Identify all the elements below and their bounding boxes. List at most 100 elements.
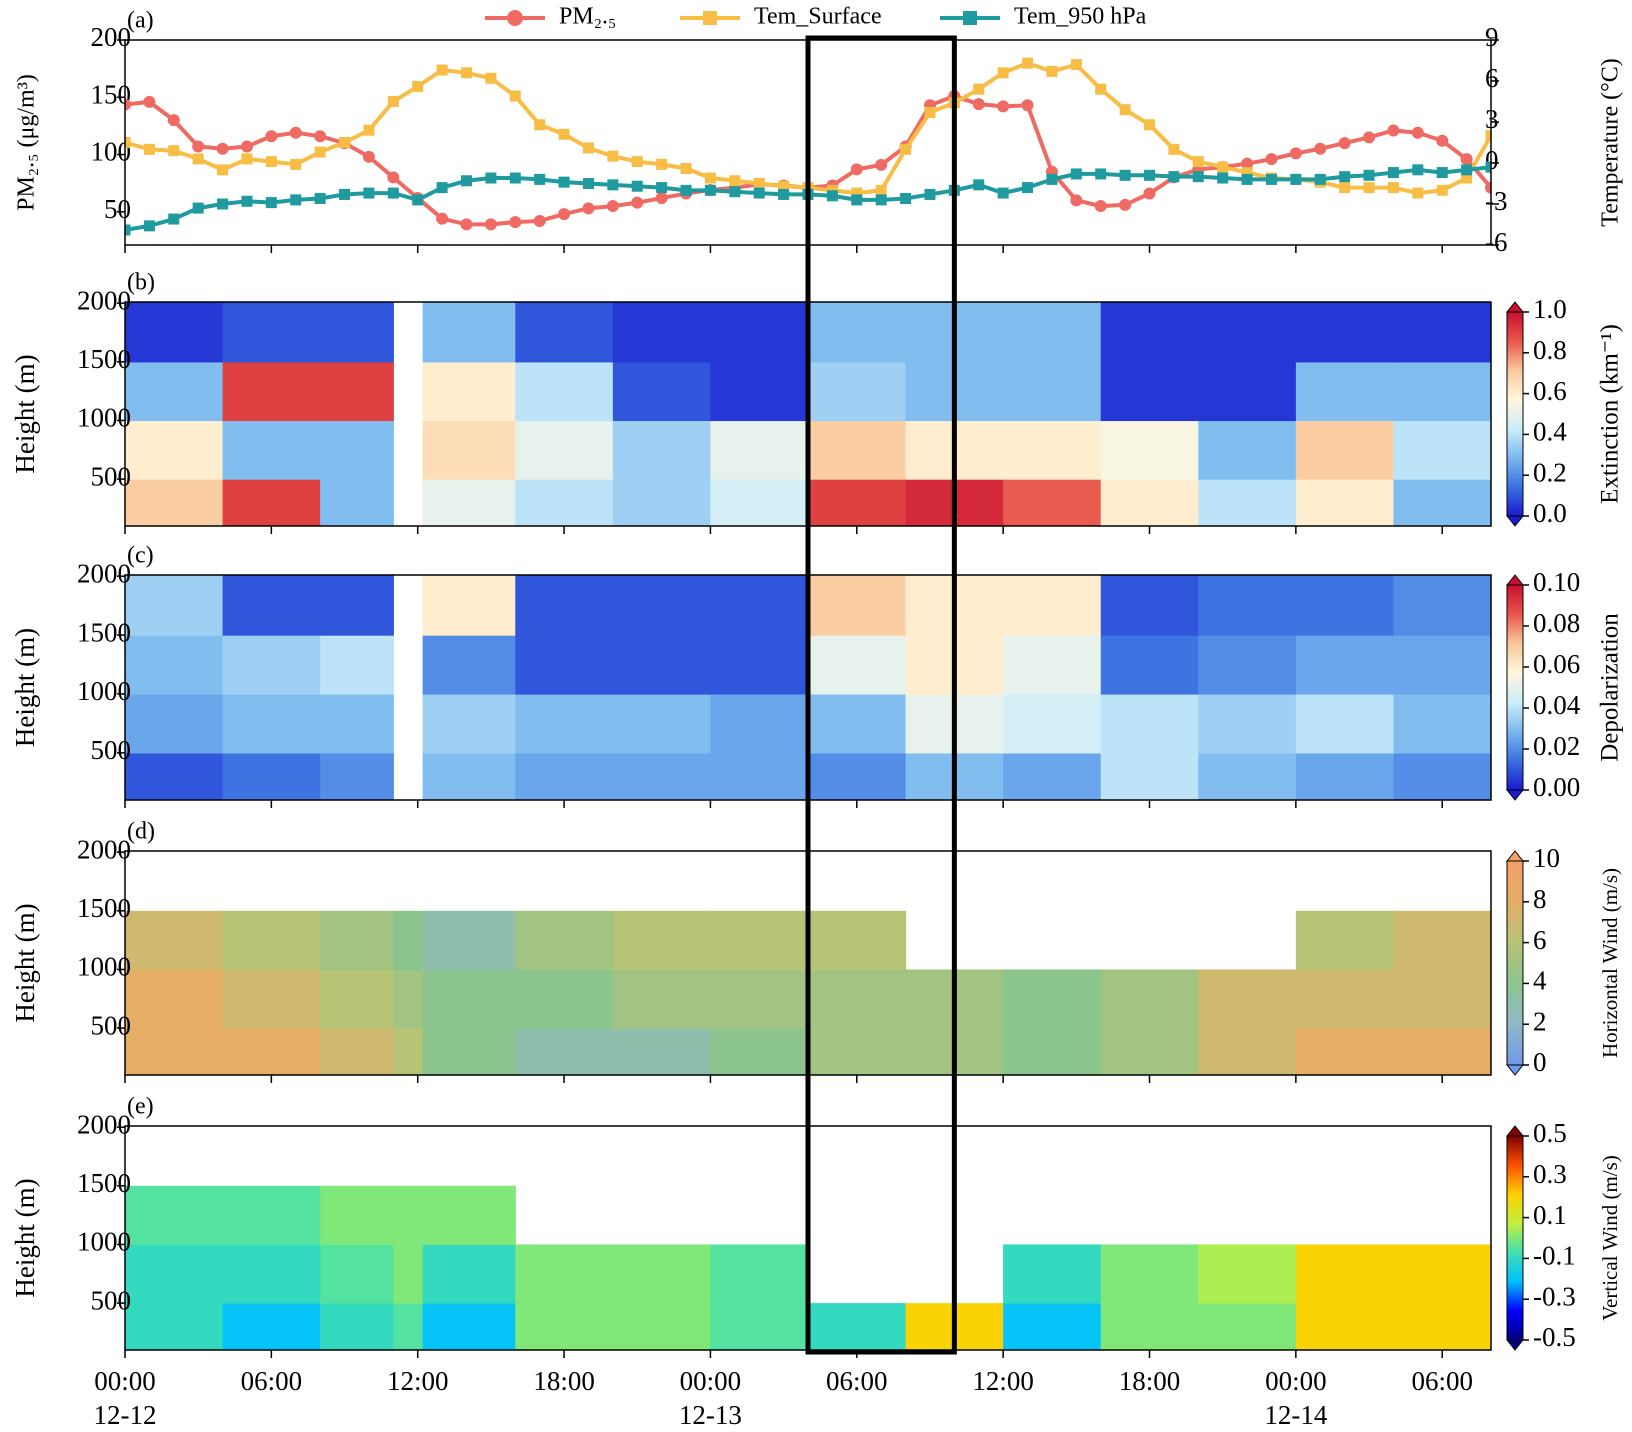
heat-cell xyxy=(393,969,424,1029)
point xyxy=(1363,182,1375,194)
colorbar-tick-label: 0.00 xyxy=(1533,772,1580,802)
heat-cell xyxy=(1295,635,1395,695)
point xyxy=(339,137,351,148)
heat-cell xyxy=(1003,752,1102,800)
point xyxy=(1168,171,1180,183)
point xyxy=(436,64,448,76)
heat-cell xyxy=(1393,420,1491,480)
heat-cell xyxy=(1003,1028,1102,1075)
point xyxy=(582,178,594,189)
colorbar-tick-label: -0.5 xyxy=(1533,1322,1576,1352)
heat-cell xyxy=(710,910,809,971)
x-tick-label: 00:00 xyxy=(94,1366,156,1396)
point xyxy=(997,187,1009,199)
point xyxy=(753,187,765,199)
heat-cell xyxy=(1295,752,1395,800)
heat-cell xyxy=(222,361,321,422)
heat-cell xyxy=(808,420,907,480)
heat-cell xyxy=(393,1303,424,1350)
point xyxy=(1363,131,1376,144)
point xyxy=(607,150,619,162)
point xyxy=(1339,182,1351,194)
y-tick-label: 2000 xyxy=(77,1109,131,1139)
point xyxy=(778,180,790,192)
point xyxy=(192,153,204,165)
y-tick-label: 1500 xyxy=(77,1168,131,1198)
y-tick-label: 1500 xyxy=(77,617,131,647)
heat-cell xyxy=(1100,1028,1199,1075)
point xyxy=(1485,161,1491,173)
heat-cell xyxy=(710,1244,809,1304)
y-tick-label: 1500 xyxy=(77,344,131,374)
point xyxy=(631,196,644,209)
heat-cell xyxy=(422,1185,516,1246)
colorbar xyxy=(1506,860,1524,1066)
heat-cell xyxy=(1003,420,1102,480)
colorbar-tick-label: -0.1 xyxy=(1533,1241,1576,1271)
heat-cell xyxy=(1393,969,1491,1029)
point xyxy=(1070,194,1083,207)
heat-cell xyxy=(515,361,614,422)
plot-area xyxy=(125,575,1491,800)
x-tick-label: 18:00 xyxy=(533,1366,595,1396)
heat-cell xyxy=(710,575,809,636)
point xyxy=(1241,167,1253,179)
point xyxy=(900,193,912,205)
heat-cell xyxy=(320,635,394,695)
point xyxy=(265,156,277,168)
y-tick-label: 50 xyxy=(104,194,131,224)
legend-marker xyxy=(703,11,717,25)
heat-cell xyxy=(320,479,394,526)
heat-cell xyxy=(1198,635,1297,695)
heat-cell xyxy=(320,1185,394,1246)
heat-cell xyxy=(1100,1303,1199,1350)
colorbar-extend xyxy=(1505,515,1525,527)
heat-cell xyxy=(393,1028,424,1075)
heat-cell xyxy=(125,361,224,422)
point xyxy=(753,178,765,189)
heat-cell xyxy=(808,1028,907,1075)
heat-cell xyxy=(1295,575,1395,636)
point xyxy=(875,194,887,206)
y-axis-label: Height (m) xyxy=(10,1178,40,1297)
heat-cell xyxy=(125,969,224,1029)
point xyxy=(558,208,571,221)
point xyxy=(1144,169,1155,181)
heat-cell xyxy=(1295,302,1395,363)
heat-cell xyxy=(1100,361,1199,422)
y-axis-label: Height (m) xyxy=(10,354,40,473)
point xyxy=(217,198,229,210)
heat-cell xyxy=(222,302,321,363)
heat-cell xyxy=(612,752,712,800)
heat-cell xyxy=(222,1185,321,1246)
heat-cell xyxy=(320,302,394,363)
point xyxy=(900,143,912,155)
heat-cell xyxy=(222,969,321,1029)
heat-cell xyxy=(612,575,712,636)
point xyxy=(1436,167,1448,179)
point xyxy=(509,216,522,229)
heat-cell xyxy=(422,693,516,754)
heat-cell xyxy=(422,361,516,422)
heat-cell xyxy=(515,1303,614,1350)
heat-cell xyxy=(515,910,614,971)
colorbar xyxy=(1506,311,1524,517)
x-tick-label: 18:00 xyxy=(1119,1366,1181,1396)
heat-cell xyxy=(612,420,712,480)
y-axis-label: Height (m) xyxy=(10,628,40,747)
heat-cell xyxy=(808,969,907,1029)
colorbar-tick-label: 0.6 xyxy=(1533,376,1567,406)
heat-cell xyxy=(515,693,614,754)
point xyxy=(997,67,1009,79)
heat-cell xyxy=(612,910,712,971)
heat-cell xyxy=(808,1303,907,1350)
heat-cell xyxy=(1198,575,1297,636)
heat-cell xyxy=(1393,635,1491,695)
y-tick-label: 1000 xyxy=(77,1227,131,1257)
heat-cell xyxy=(1393,910,1491,971)
point xyxy=(143,220,155,232)
colorbar-tick-label: 10 xyxy=(1533,843,1560,873)
point xyxy=(217,164,229,176)
point xyxy=(1461,172,1473,184)
